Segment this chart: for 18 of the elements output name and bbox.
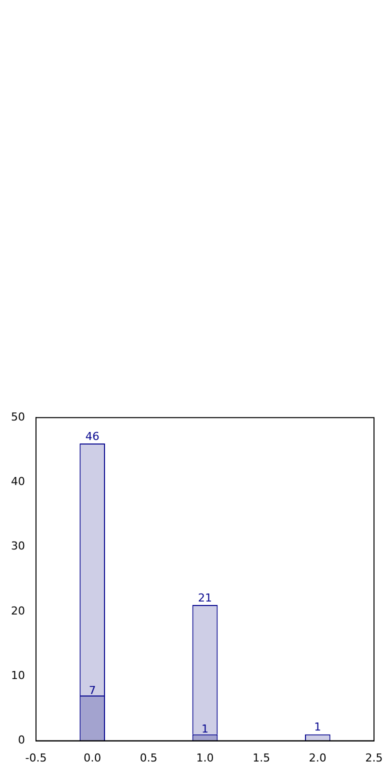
x-tick-label: 2.5 [365, 751, 383, 764]
y-tick-label: 30 [10, 540, 25, 553]
y-tick-label: 0 [18, 734, 25, 747]
x-tick-label: 2.0 [308, 751, 326, 764]
x-tick-label: 0.5 [140, 751, 158, 764]
data-label: 7 [88, 684, 96, 697]
total-label: 21 [198, 591, 212, 604]
y-tick-label: 10 [10, 669, 25, 682]
y-tick-label: 20 [10, 604, 25, 618]
data-label: 1 [202, 722, 208, 736]
y-tick-label: 50 [10, 410, 25, 424]
total-label: 46 [85, 430, 100, 443]
x-tick-label: 1.0 [196, 751, 214, 764]
total-label: 1 [314, 720, 322, 734]
x-tick-label: -0.5 [25, 751, 47, 764]
x-tick-label: 0.0 [84, 751, 102, 764]
x-tick-label: 1.5 [252, 751, 270, 764]
y-tick-label: 40 [10, 475, 25, 488]
